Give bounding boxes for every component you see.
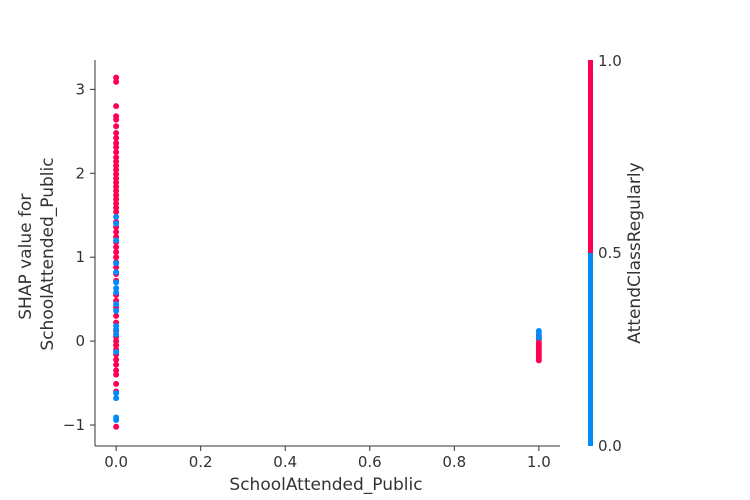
data-point	[113, 123, 120, 130]
x-tick-label: 0.4	[273, 453, 297, 471]
data-point	[113, 187, 120, 194]
data-point	[113, 367, 120, 374]
data-point	[113, 116, 120, 123]
x-tick-label: 1.0	[527, 453, 551, 471]
data-point	[113, 144, 120, 151]
colorbar-tick-label-mid: 0.5	[598, 244, 622, 262]
data-point	[113, 130, 120, 137]
data-point	[113, 166, 120, 173]
data-point	[113, 196, 120, 203]
data-point	[113, 204, 120, 211]
data-point	[113, 338, 120, 345]
y-tick-label: 1	[75, 248, 85, 266]
data-point	[113, 326, 120, 333]
data-point	[113, 254, 120, 261]
colorbar-high-segment	[588, 60, 593, 253]
data-point	[113, 331, 120, 338]
data-point	[113, 264, 120, 271]
colorbar-low-segment	[588, 253, 593, 446]
data-point	[113, 390, 120, 397]
data-point	[113, 162, 120, 169]
data-point	[113, 349, 120, 356]
data-point	[113, 301, 120, 308]
y-tick-label: 3	[75, 80, 85, 98]
x-tick-label: 0.6	[358, 453, 382, 471]
data-point	[113, 158, 120, 165]
data-point	[113, 171, 120, 178]
y-tick-label: 2	[75, 164, 85, 182]
data-point	[113, 285, 120, 292]
data-point	[535, 357, 542, 364]
data-point	[113, 213, 120, 220]
data-point	[113, 78, 120, 85]
data-point	[113, 307, 120, 314]
data-point	[113, 395, 120, 402]
x-tick-label: 0.0	[104, 453, 128, 471]
y-axis-title-line-2: SchoolAttended_Public	[38, 157, 58, 350]
y-axis-title: SHAP value for SchoolAttended_Public	[16, 157, 58, 350]
data-point	[113, 356, 120, 363]
data-point	[113, 149, 120, 156]
data-point	[113, 380, 120, 387]
data-point	[113, 208, 120, 215]
colorbar-tick-label-low: 0.0	[598, 437, 622, 455]
data-point	[113, 249, 120, 256]
data-point	[113, 200, 120, 207]
y-tick-label: 0	[75, 332, 85, 350]
x-ticks: 0.0 0.2 0.4 0.6 0.8 1.0	[104, 446, 551, 471]
data-point	[113, 154, 120, 161]
data-point	[113, 175, 120, 182]
data-point	[113, 244, 120, 251]
data-point	[113, 289, 120, 296]
data-point	[113, 103, 120, 110]
data-point	[113, 135, 120, 142]
data-point	[113, 192, 120, 199]
data-point	[113, 361, 120, 368]
data-point	[113, 423, 120, 430]
data-point	[113, 312, 120, 319]
x-axis-title: SchoolAttended_Public	[229, 475, 422, 495]
colorbar: 1.0 0.5 0.0 AttendClassRegularly	[588, 52, 645, 455]
data-point	[113, 237, 120, 244]
data-points-layer	[113, 74, 542, 430]
data-point	[535, 334, 542, 341]
data-point	[113, 269, 120, 276]
y-axis-title-line-1: SHAP value for	[16, 194, 36, 320]
data-point	[113, 260, 120, 267]
data-point	[113, 183, 120, 190]
data-point	[113, 220, 120, 227]
data-point	[113, 279, 120, 286]
data-point	[113, 179, 120, 186]
y-ticks: −1 0 1 2 3	[63, 80, 95, 434]
data-point	[113, 416, 120, 423]
colorbar-tick-label-high: 1.0	[598, 52, 622, 70]
data-point	[113, 140, 120, 147]
data-point	[113, 229, 120, 236]
data-point	[113, 371, 120, 378]
data-point	[113, 74, 120, 81]
x-tick-label: 0.2	[189, 453, 213, 471]
data-point	[535, 330, 542, 337]
x-tick-label: 0.8	[442, 453, 466, 471]
colorbar-label: AttendClassRegularly	[625, 162, 645, 343]
data-point	[113, 342, 120, 349]
y-tick-label: −1	[63, 416, 85, 434]
